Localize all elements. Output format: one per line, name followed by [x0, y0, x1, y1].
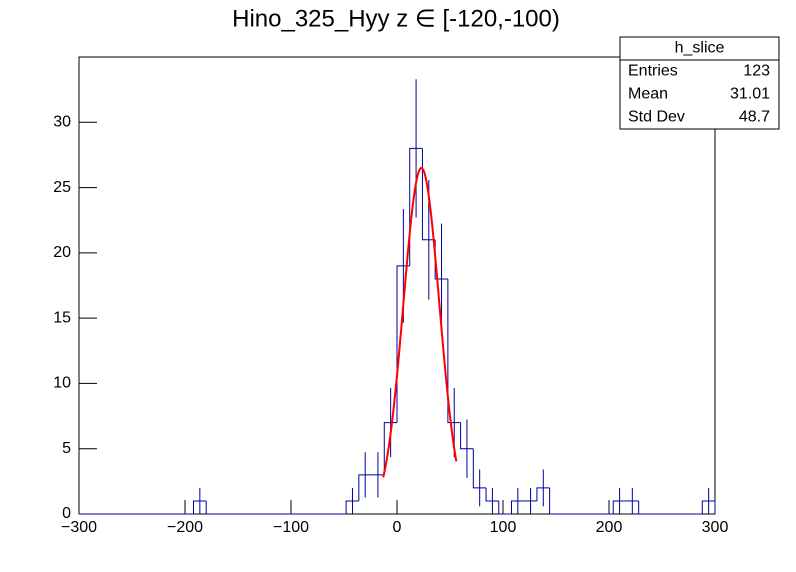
y-tick-label: 20	[53, 244, 71, 261]
stats-label: Mean	[628, 86, 668, 103]
histogram-bin	[205, 500, 219, 515]
stats-title: h_slice	[675, 40, 725, 57]
histogram-bin	[345, 500, 359, 514]
stats-value: 123	[743, 63, 770, 80]
x-tick-label: 300	[702, 519, 729, 536]
fit-curve	[382, 166, 458, 478]
histogram-bin	[447, 278, 461, 424]
x-tick-label: 200	[596, 519, 623, 536]
y-tick-label: 5	[62, 440, 71, 457]
y-tick-label: 10	[53, 375, 71, 392]
stats-value: 48.7	[739, 109, 770, 126]
x-tick-label: 100	[490, 519, 517, 536]
x-tick-label: −200	[167, 519, 203, 536]
y-tick-label: 0	[62, 505, 71, 522]
histogram-bin	[460, 422, 474, 450]
stats-box	[619, 36, 780, 130]
histogram-bin	[536, 487, 550, 501]
histogram-bin	[612, 500, 626, 514]
histogram-bin	[358, 474, 372, 501]
y-tick-label: 30	[53, 114, 71, 131]
stats-label: Std Dev	[628, 109, 685, 126]
histogram-bin	[192, 500, 207, 514]
histogram-bin	[485, 487, 499, 502]
stats-value: 31.01	[730, 86, 770, 103]
y-tick-label: 25	[53, 179, 71, 196]
x-tick-label: 0	[393, 519, 402, 536]
x-tick-label: −300	[61, 519, 97, 536]
x-tick-label: −100	[273, 519, 309, 536]
chart-title: Hino_325_Hyy z ∈ [-120,-100)	[232, 5, 560, 32]
histogram-bin	[638, 500, 652, 515]
histogram-bin	[498, 500, 512, 515]
y-tick-label: 15	[53, 309, 71, 326]
stats-label: Entries	[628, 63, 678, 80]
histogram-bin	[510, 500, 525, 514]
histogram-bin	[472, 448, 487, 489]
histogram-bin	[421, 148, 436, 241]
histogram-bin	[549, 487, 563, 515]
